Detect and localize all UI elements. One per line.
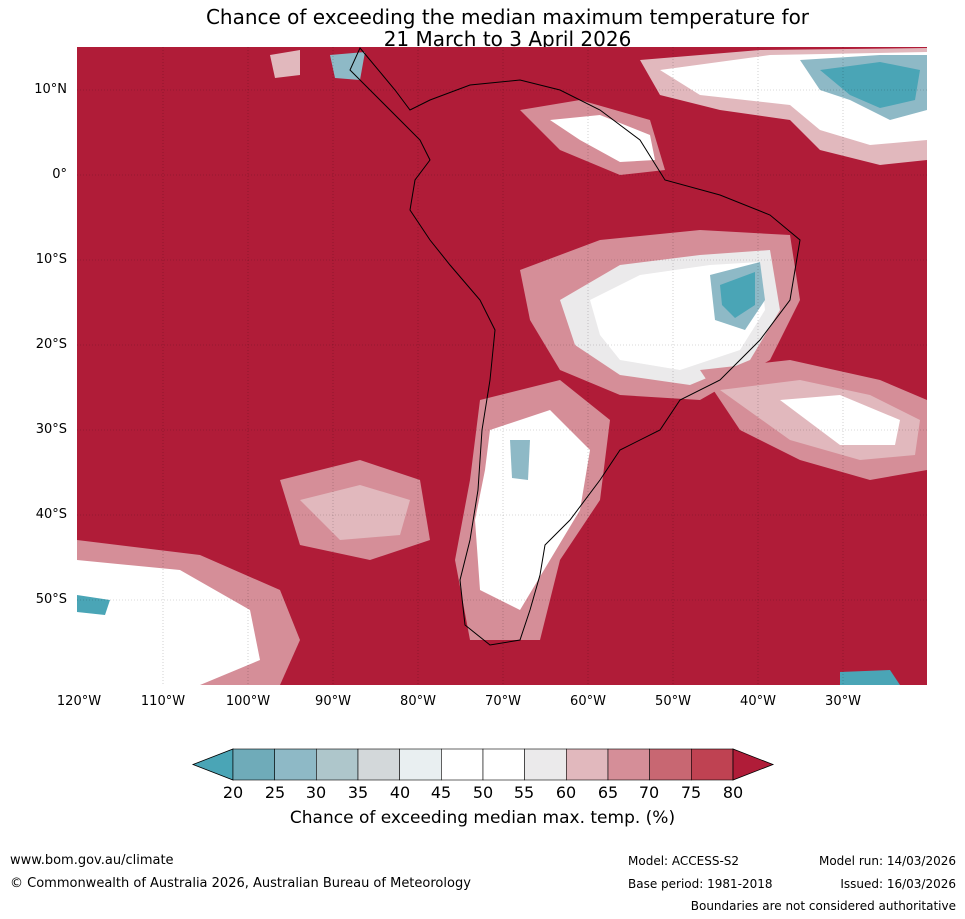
map-title-line2: 21 March to 3 April 2026 [383,27,632,51]
lat-label: 30°S [35,422,67,437]
colorbar-cell [691,748,734,781]
lon-label: 120°W [56,694,102,709]
model-run-text: Model run: 14/03/2026 [818,854,956,868]
colorbar-tick: 45 [430,783,452,802]
lon-label: 40°W [740,694,776,709]
colorbar-cell [524,748,567,781]
lon-label: 100°W [225,694,271,709]
colorbar-tick: 40 [389,783,411,802]
lat-label: 50°S [35,592,67,607]
colorbar [191,748,775,781]
colorbar-tick: 30 [305,783,327,802]
lat-label: 10°N [34,82,67,97]
lat-label: 0° [52,167,67,182]
patagonia-anomaly [455,380,610,640]
brazil-anomaly [520,230,800,400]
colorbar-cell [399,748,442,781]
colorbar-tick: 65 [597,783,619,802]
issued-text: Issued: 16/03/2026 [840,877,956,891]
lon-label: 110°W [140,694,186,709]
colorbar-cell [649,748,692,781]
map-title-line1: Chance of exceeding the median maximum t… [205,5,810,29]
colorbar-tick: 75 [680,783,702,802]
colorbar-cell [607,748,650,781]
lon-label: 70°W [485,694,521,709]
colorbar-cell [566,748,609,781]
colorbar-tick: 50 [472,783,494,802]
colorbar-tick: 35 [347,783,369,802]
colorbar-tick: 60 [555,783,577,802]
south-pacific-anomaly [77,460,900,685]
colorbar-tick: 25 [264,783,286,802]
base-period-text: Base period: 1981-2018 [628,877,773,891]
disclaimer-text: Boundaries are not considered authoritat… [690,899,956,913]
lat-label: 20°S [35,337,67,352]
colorbar-tick: 70 [638,783,660,802]
graticule [77,47,927,685]
lon-label: 30°W [825,694,861,709]
colorbar-tick: 20 [222,783,244,802]
website-text: www.bom.gov.au/climate [10,853,174,868]
colorbar-cell [357,748,400,781]
model-text: Model: ACCESS-S2 [628,854,740,868]
lon-label: 50°W [655,694,691,709]
colorbar-extend-low [191,748,234,781]
copyright-text: © Commonwealth of Australia 2026, Austra… [10,876,471,891]
south-atlantic-anomaly [700,360,927,480]
colorbar-cell [316,748,359,781]
colorbar-cell [441,748,484,781]
probability-map [77,47,927,685]
colorbar-cell [232,748,275,781]
lon-label: 90°W [315,694,351,709]
lon-label: 80°W [400,694,436,709]
lon-label: 60°W [570,694,606,709]
north-atlantic-anomaly [270,48,927,175]
colorbar-label: Chance of exceeding median max. temp. (%… [289,808,676,828]
colorbar-cell [482,748,525,781]
lat-label: 10°S [35,252,67,267]
colorbar-extend-high [732,748,775,781]
colorbar-cell [274,748,317,781]
colorbar-tick: 80 [722,783,744,802]
colorbar-tick: 55 [513,783,535,802]
coastline [349,47,801,646]
lat-label: 40°S [35,507,67,522]
